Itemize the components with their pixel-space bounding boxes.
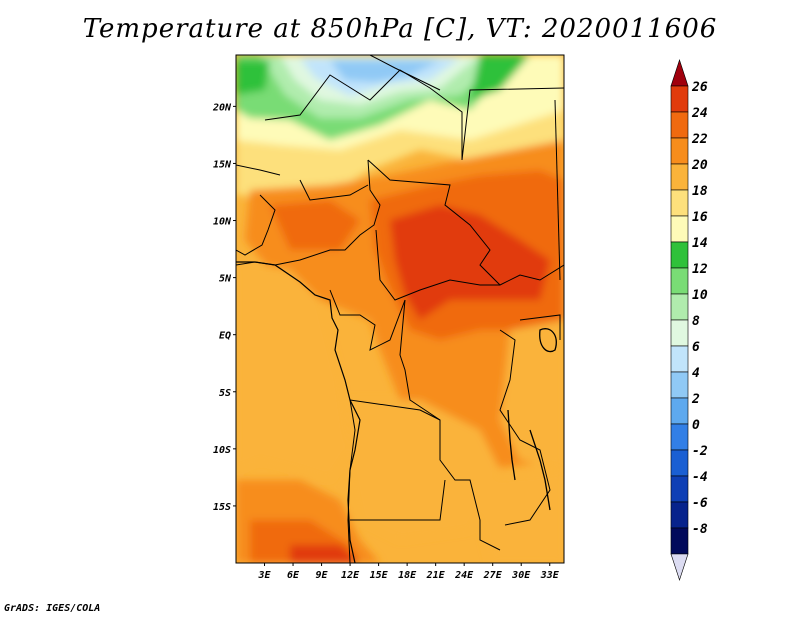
colorbar-label: 12 xyxy=(692,262,708,277)
colorbar-swatch xyxy=(670,137,689,165)
lake-malawi xyxy=(529,429,551,511)
colorbar-label: 22 xyxy=(691,132,708,147)
colorbar-top-arrow xyxy=(670,59,689,87)
colorbar-swatch xyxy=(670,189,689,217)
lon-tick-label: 27E xyxy=(483,570,503,581)
lon-tick-label: 21E xyxy=(426,570,446,581)
border-angola-south xyxy=(350,479,446,521)
coastline-west xyxy=(236,261,361,563)
field-22-24-west xyxy=(270,200,360,250)
lake-victoria xyxy=(539,328,557,353)
colorbar-swatch xyxy=(670,371,689,399)
field-24-26-hotspot xyxy=(390,205,550,320)
border-niger-mali xyxy=(236,164,281,176)
colorbar-label: -8 xyxy=(692,522,708,537)
colorbar-label: 4 xyxy=(692,366,700,381)
colorbar-label: 8 xyxy=(692,314,700,329)
colorbar-swatch xyxy=(670,319,689,347)
lon-tick-label: 30E xyxy=(511,570,531,581)
temperature-field xyxy=(236,55,564,563)
border-westafrica xyxy=(236,194,276,256)
lon-tick-label: 18E xyxy=(398,570,417,581)
field-24-26-southwest xyxy=(290,545,360,563)
colorbar-swatch xyxy=(670,215,689,243)
colorbar-label: -2 xyxy=(692,444,708,459)
colorbar-swatch xyxy=(670,501,689,529)
colorbar-bottom-arrow xyxy=(670,553,689,581)
colorbar-swatch xyxy=(670,527,689,555)
border-north xyxy=(369,55,441,91)
colorbar-swatch xyxy=(670,475,689,503)
colorbar-swatch xyxy=(670,267,689,295)
colorbar-swatch xyxy=(670,423,689,451)
colorbar-label: 20 xyxy=(691,158,708,173)
colorbar-swatch xyxy=(670,293,689,321)
lat-tick-label: 10N xyxy=(213,217,232,228)
longitude-axis: 3E 6E 9E 12E 15E 18E 21E 24E 27E 30E 33E xyxy=(257,563,560,581)
lat-tick-label: 20N xyxy=(212,102,232,113)
latitude-axis: 20N 15N 10N 5N EQ 5S 10S 15S xyxy=(212,102,236,513)
lat-tick-label: 15S xyxy=(213,502,231,513)
lat-tick-label: 5S xyxy=(219,388,231,399)
colorbar-label: 18 xyxy=(692,184,708,199)
lake-tanganyika xyxy=(507,409,516,481)
border-chad-sudan xyxy=(367,159,564,286)
lon-tick-label: 9E xyxy=(316,570,329,581)
colorbar-swatch xyxy=(670,397,689,425)
colorbar-label: 24 xyxy=(691,106,708,121)
lon-tick-label: 6E xyxy=(287,570,300,581)
lat-tick-label: 5N xyxy=(219,274,232,285)
colorbar-label: 0 xyxy=(692,418,700,433)
border-uganda xyxy=(519,314,561,340)
lon-tick-label: 3E xyxy=(257,570,271,581)
border-car xyxy=(375,229,500,301)
map-frame xyxy=(235,54,565,564)
border-sahara xyxy=(264,69,564,161)
field-2-4-north xyxy=(330,60,440,82)
field-18-20-southeast xyxy=(470,470,564,563)
border-cameroon-congo xyxy=(329,289,406,351)
border-angola-north xyxy=(349,399,441,421)
colorbar-swatch xyxy=(670,111,689,139)
field-18-20-south xyxy=(350,400,500,540)
colorbar-label: 2 xyxy=(691,392,700,407)
field-18-20-westcoast xyxy=(236,260,350,480)
border-eastafrica xyxy=(499,329,551,526)
colorbar-label: 14 xyxy=(692,236,708,251)
field-12-14-northwest xyxy=(236,60,270,95)
colorbar-label: -4 xyxy=(692,470,708,485)
country-borders xyxy=(236,55,564,563)
border-drc xyxy=(399,299,501,551)
border-niger-south xyxy=(299,179,369,201)
colorbar-label: -6 xyxy=(692,496,708,511)
lon-tick-label: 24E xyxy=(454,570,474,581)
lon-tick-label: 33E xyxy=(540,570,560,581)
lon-tick-label: 15E xyxy=(370,570,389,581)
lat-tick-label: 15N xyxy=(213,159,232,170)
field-18-20-eastafrica xyxy=(500,320,564,470)
field-12-14-northeast xyxy=(470,55,530,100)
lat-tick-label: EQ xyxy=(219,331,231,342)
border-sudan-east xyxy=(554,99,561,281)
lat-tick-label: 10S xyxy=(213,445,231,456)
colorbar-label: 10 xyxy=(692,288,708,303)
grads-credit: GrADS: IGES/COLA xyxy=(4,603,101,614)
map-title: Temperature at 850hPa [C], VT: 202001160… xyxy=(82,14,718,44)
colorbar-label: 16 xyxy=(692,210,708,225)
lon-tick-label: 12E xyxy=(341,570,360,581)
colorbar-swatch xyxy=(670,345,689,373)
colorbar-swatch xyxy=(670,85,689,113)
colorbar-swatch xyxy=(670,449,689,477)
colorbar-label: 26 xyxy=(691,80,708,95)
colorbar-swatch xyxy=(670,241,689,269)
colorbar-label: 6 xyxy=(692,340,700,355)
colorbar-swatch xyxy=(670,163,689,191)
